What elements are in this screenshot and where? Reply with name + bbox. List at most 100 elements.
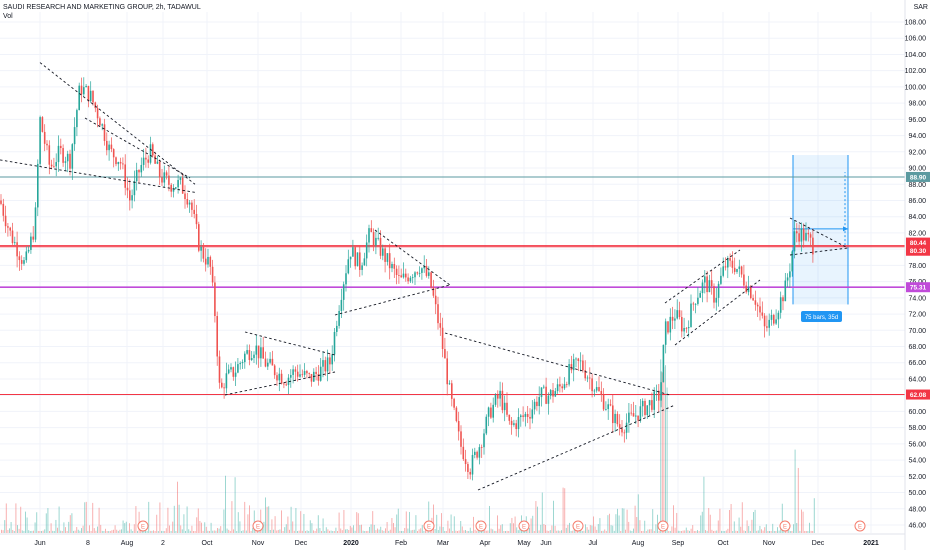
volume-bar	[773, 530, 775, 533]
candle-body	[255, 345, 258, 355]
volume-bar	[279, 529, 281, 533]
volume-bar	[492, 529, 494, 533]
candle-body	[106, 140, 108, 151]
volume-bar	[17, 525, 18, 533]
volume-bar	[161, 530, 162, 533]
volume-bar	[44, 529, 46, 533]
y-tick-label: 64.00	[908, 376, 926, 383]
x-tick-label: Oct	[202, 540, 213, 547]
candle-body	[287, 377, 290, 385]
candle-body	[48, 145, 51, 165]
candle-body	[324, 360, 327, 372]
volume-bar	[495, 530, 497, 533]
volume-bar	[565, 527, 567, 533]
volume-bar	[396, 514, 398, 533]
candle-body	[506, 402, 508, 415]
volume-bar	[268, 506, 270, 533]
volume-bar	[594, 526, 596, 533]
volume-bar	[252, 527, 254, 533]
candle-body	[524, 413, 527, 417]
volume-bar	[193, 530, 194, 533]
volume-bar	[162, 530, 164, 533]
earnings-marker	[572, 520, 584, 532]
candle-body	[34, 207, 37, 240]
candle-body	[306, 371, 308, 374]
y-tick-label: 84.00	[908, 214, 926, 221]
volume-bar	[77, 529, 79, 533]
volume-bar	[173, 505, 175, 533]
volume-bar	[708, 508, 710, 533]
y-tick-label: 94.00	[908, 133, 926, 140]
earnings-marker-label: E	[427, 525, 431, 531]
candle-body	[9, 227, 11, 231]
candle-body	[563, 384, 566, 389]
volume-bar	[357, 513, 359, 533]
candle-body	[37, 163, 39, 208]
volume-bar	[572, 530, 574, 533]
volume-bar	[346, 529, 348, 533]
volume-bar	[52, 530, 54, 533]
y-tick-label: 66.00	[908, 360, 926, 367]
volume-bar	[229, 530, 231, 533]
volume-bar	[503, 531, 505, 533]
candle-body	[685, 327, 688, 329]
volume-bar	[145, 530, 146, 533]
volume-bar	[549, 530, 551, 533]
y-tick-label: 88.00	[908, 182, 926, 189]
y-tick-label: 92.00	[908, 149, 926, 156]
candle-body	[773, 315, 775, 324]
volume-bar	[13, 530, 15, 533]
y-tick-label: 52.00	[908, 474, 926, 481]
volume-bar	[319, 528, 321, 533]
x-tick-label: May	[517, 540, 531, 547]
candle-body	[786, 277, 789, 281]
volume-bar	[244, 501, 246, 533]
volume-bar	[807, 530, 809, 533]
volume-bar	[804, 530, 806, 533]
volume-bar	[617, 508, 618, 533]
candle-body	[294, 369, 297, 372]
volume-bar	[685, 527, 687, 533]
volume-bar	[2, 530, 4, 533]
candle-body	[154, 155, 156, 164]
volume-bar	[775, 531, 777, 533]
volume-bar	[133, 524, 135, 533]
y-tick-label: 60.00	[908, 409, 926, 416]
earnings-marker-label: E	[479, 525, 483, 531]
candle-body	[216, 316, 218, 357]
volume-bar	[636, 517, 638, 533]
volume-bar	[444, 530, 446, 533]
candle-body	[39, 117, 41, 164]
candle-body	[614, 413, 616, 424]
volume-bar	[383, 530, 385, 533]
candle-body	[809, 234, 812, 238]
volume-bar	[637, 494, 639, 533]
candle-body	[621, 428, 623, 433]
volume-bar	[205, 526, 207, 533]
volume-bar	[789, 530, 791, 533]
candle-body	[630, 412, 632, 414]
volume-bar	[596, 529, 598, 533]
volume-bar	[266, 506, 268, 533]
volume-bar	[117, 530, 119, 533]
volume-bar	[466, 530, 468, 533]
y-axis-bg	[905, 0, 932, 550]
volume-bar	[156, 514, 158, 533]
candle-body	[101, 124, 103, 126]
volume-bar	[652, 509, 654, 533]
volume-bar	[751, 519, 753, 533]
volume-bar	[682, 530, 684, 533]
candle-body	[441, 327, 444, 350]
candle-body	[66, 153, 69, 162]
volume-bar	[546, 530, 548, 533]
candle-body	[515, 423, 517, 430]
volume-bar	[277, 529, 279, 533]
candle-body	[789, 271, 791, 278]
volume-bar	[12, 529, 14, 533]
volume-bar	[263, 521, 265, 533]
volume-bar	[762, 530, 764, 533]
y-tick-label: 86.00	[908, 198, 926, 205]
volume-bar	[421, 525, 423, 533]
